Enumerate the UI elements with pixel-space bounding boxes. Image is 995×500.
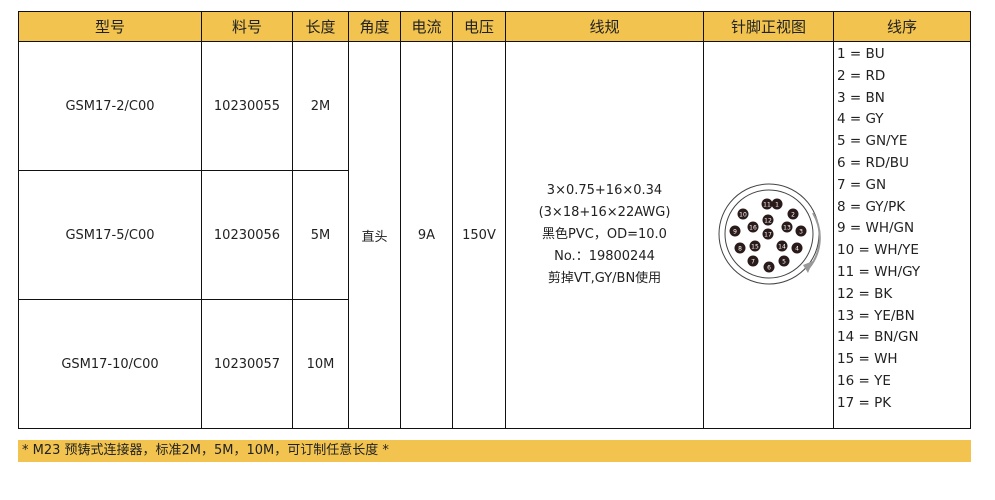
pin-label: 6 (767, 264, 771, 271)
pin-12 (762, 214, 773, 226)
pin-label: 8 (738, 245, 742, 252)
pin-label: 10 (739, 211, 747, 218)
arrow-head-icon (802, 261, 813, 273)
model-cell: GSM17-2/C00 (18, 41, 202, 171)
pin-4 (791, 242, 802, 254)
spec-line: 黑色PVC，OD=10.0 (542, 227, 667, 242)
pin-label: 11 (763, 201, 771, 208)
wire-item: 13 = YE/BN (837, 307, 915, 324)
header-model: 型号 (18, 11, 202, 42)
model-cell: GSM17-10/C00 (18, 299, 202, 429)
pin-label: 14 (778, 243, 786, 250)
footer-note: * M23 预铸式连接器，标准2M，5M，10M，可订制任意长度 * (18, 440, 971, 462)
header-angle: 角度 (348, 11, 401, 42)
header-wire-order: 线序 (833, 11, 971, 42)
pin-label: 15 (751, 243, 759, 250)
wire-item: 8 = GY/PK (837, 198, 906, 215)
pin-label: 4 (795, 245, 799, 252)
wire-item: 4 = GY (837, 111, 884, 128)
pin-7 (747, 255, 758, 267)
pin-view-cell: 1 2 3 4 5 6 7 8 9 10 11 12 13 14 15 16 17 (703, 41, 834, 429)
pin-11 (761, 198, 772, 210)
product-table: 型号 料号 长度 角度 电流 电压 线规 针脚正视图 线序 GSM17-2/C0… (18, 11, 971, 429)
header-wire-gauge: 线规 (505, 11, 704, 42)
header-row: 型号 料号 长度 角度 电流 电压 线规 针脚正视图 线序 (18, 11, 971, 42)
model-cell: GSM17-5/C00 (18, 170, 202, 300)
pin-label: 16 (749, 224, 757, 231)
header-voltage: 电压 (452, 11, 506, 42)
length-cell: 5M (292, 170, 349, 300)
pin-label: 7 (751, 258, 755, 265)
pin-9 (729, 225, 740, 237)
pin-13 (781, 221, 792, 233)
pin-3 (795, 225, 806, 237)
wire-order-cell: 1 = BU 2 = RD 3 = BN 4 = GY 5 = GN/YE 6 = RD/… (833, 41, 971, 429)
pin-label: 1 (775, 201, 779, 208)
pin-14 (776, 240, 787, 252)
wire-item: 5 = GN/YE (837, 133, 908, 150)
pin-17 (762, 228, 773, 240)
wire-item: 7 = GN (837, 176, 887, 193)
pin-2 (787, 208, 798, 220)
pin-15 (749, 240, 760, 252)
pin-label: 5 (782, 258, 786, 265)
header-part: 料号 (201, 11, 293, 42)
pin-10 (737, 208, 748, 220)
table-row: GSM17-10/C00 10230057 10M (18, 299, 971, 429)
pin-label: 17 (764, 231, 772, 238)
wire-spec-cell: 3×0.75+16×0.34 (3×18+16×22AWG) 黑色PVC，OD=… (505, 41, 704, 429)
table-row: GSM17-2/C00 10230055 2M 直头 9A 150V 3×0.7… (18, 41, 971, 429)
pin-1 (771, 198, 782, 210)
length-cell: 2M (292, 41, 349, 171)
pin-label: 13 (783, 224, 791, 231)
header-current: 电流 (400, 11, 453, 42)
spec-line: 3×0.75+16×0.34 (546, 183, 663, 198)
wire-item: 17 = PK (837, 394, 892, 411)
wire-item: 15 = WH (837, 351, 898, 368)
pin-label: 3 (799, 228, 803, 235)
spec-line: (3×18+16×22AWG) (538, 205, 671, 220)
wire-item: 14 = BN/GN (837, 329, 919, 346)
wire-item: 10 = WH/YE (837, 242, 919, 259)
spec-line: No.：19800244 (554, 249, 655, 264)
part-cell: 10230056 (201, 170, 293, 300)
pin-16 (747, 221, 758, 233)
wire-item: 3 = BN (837, 89, 885, 106)
length-cell: 10M (292, 299, 349, 429)
pin-label: 2 (791, 211, 795, 218)
wire-item: 2 = RD (837, 67, 886, 84)
wire-item: 12 = BK (837, 285, 893, 302)
header-pin-view: 针脚正视图 (703, 11, 834, 42)
current-cell: 9A (400, 41, 453, 429)
voltage-cell: 150V (452, 41, 506, 429)
rotation-arrow (807, 212, 821, 269)
wire-item: 1 = BU (837, 46, 885, 62)
wire-item: 16 = YE (837, 372, 891, 389)
spec-line: 剪掉VT,GY/BN使用 (547, 271, 662, 286)
wire-item: 9 = WH/GN (837, 220, 915, 237)
part-cell: 10230057 (201, 299, 293, 429)
pin-label: 9 (733, 228, 737, 235)
wire-item: 6 = RD/BU (837, 154, 909, 171)
pin-5 (778, 255, 789, 267)
connector-inner-ring (724, 189, 813, 279)
angle-cell: 直头 (348, 41, 401, 429)
pin-label: 12 (764, 217, 772, 224)
part-cell: 10230055 (201, 41, 293, 171)
pin-8 (734, 242, 745, 254)
header-length: 长度 (292, 11, 349, 42)
wire-item: 11 = WH/GY (837, 263, 921, 280)
pin-6 (763, 261, 774, 273)
